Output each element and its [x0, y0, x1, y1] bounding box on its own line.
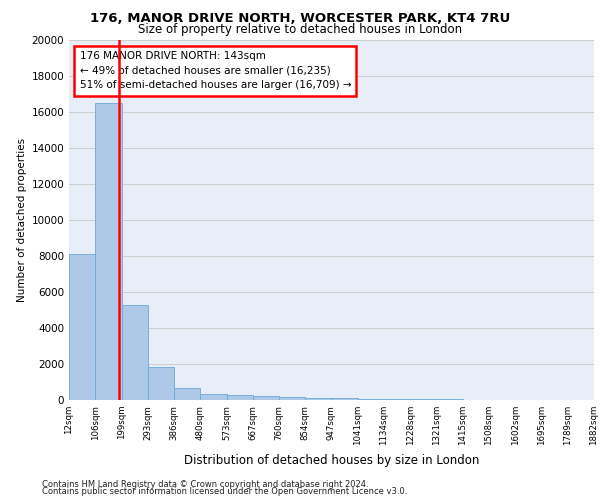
Bar: [121, 304, 148, 400]
Bar: [200, 394, 227, 400]
Text: Size of property relative to detached houses in London: Size of property relative to detached ho…: [138, 22, 462, 36]
X-axis label: Distribution of detached houses by size in London: Distribution of detached houses by size …: [184, 454, 479, 466]
Y-axis label: Number of detached properties: Number of detached properties: [17, 138, 27, 302]
Text: 176 MANOR DRIVE NORTH: 143sqm
← 49% of detached houses are smaller (16,235)
51% : 176 MANOR DRIVE NORTH: 143sqm ← 49% of d…: [79, 51, 351, 90]
Text: Contains public sector information licensed under the Open Government Licence v3: Contains public sector information licen…: [42, 487, 407, 496]
Bar: [331, 398, 358, 400]
Bar: [305, 398, 331, 400]
Bar: [253, 396, 279, 400]
Bar: [95, 103, 121, 400]
Bar: [227, 395, 253, 400]
Bar: [69, 254, 95, 400]
Text: Contains HM Land Registry data © Crown copyright and database right 2024.: Contains HM Land Registry data © Crown c…: [42, 480, 368, 489]
Text: 176, MANOR DRIVE NORTH, WORCESTER PARK, KT4 7RU: 176, MANOR DRIVE NORTH, WORCESTER PARK, …: [90, 12, 510, 26]
Bar: [174, 388, 200, 400]
Bar: [358, 398, 384, 400]
Bar: [279, 397, 305, 400]
Bar: [148, 366, 174, 400]
Bar: [384, 399, 410, 400]
